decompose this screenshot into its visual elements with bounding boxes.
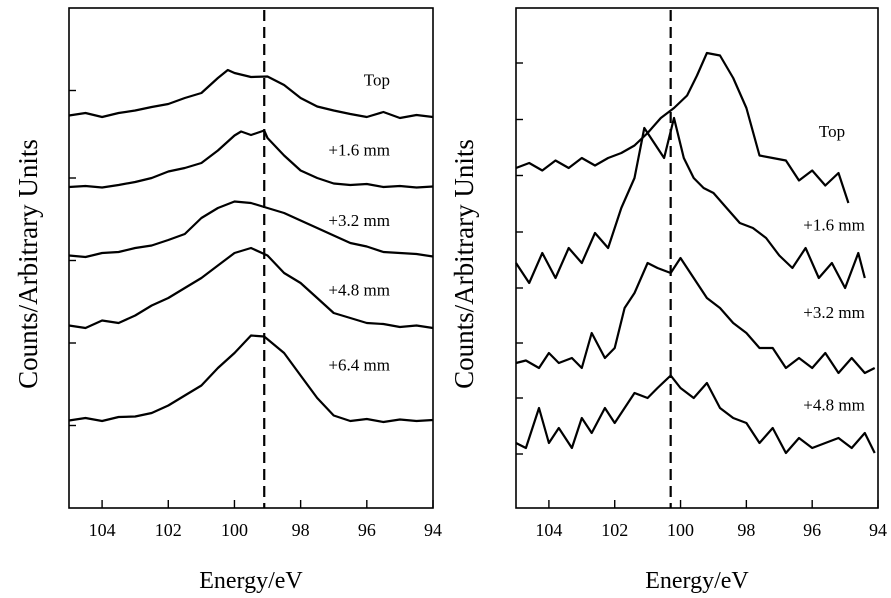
series-line	[515, 51, 850, 204]
plot-frame	[515, 7, 879, 509]
x-tick-label: 96	[358, 520, 376, 540]
series-label: +3.2 mm	[803, 303, 865, 322]
x-tick-label: 94	[869, 520, 887, 540]
x-tick-label: 96	[803, 520, 821, 540]
left-chart-panel: 104 102 100 98 96 94 Counts/Arbitrary Units Ene…	[13, 7, 442, 594]
x-tick-label: 102	[601, 520, 628, 540]
series-label: +4.8 mm	[328, 281, 390, 300]
x-tick-label: 94	[424, 520, 442, 540]
series-label: Top	[364, 71, 390, 90]
x-tick-label: 102	[155, 520, 182, 540]
series-line	[515, 256, 876, 375]
series-line	[68, 246, 434, 330]
y-axis-title: Counts/Arbitrary Units	[449, 139, 479, 389]
series-label: Top	[819, 122, 845, 141]
series-line	[68, 200, 434, 259]
x-tick-label: 98	[737, 520, 755, 540]
x-axis-title: Energy/eV	[199, 568, 303, 594]
series-label: +3.2 mm	[328, 211, 390, 230]
x-tick-label: 98	[292, 520, 310, 540]
series-line	[68, 334, 434, 424]
series-line	[515, 116, 866, 290]
x-tick-label: 104	[89, 520, 116, 540]
series-line	[68, 68, 434, 120]
y-axis-title: Counts/Arbitrary Units	[13, 139, 43, 389]
series-line	[68, 129, 434, 189]
series-label: +4.8 mm	[803, 396, 865, 415]
x-axis-title: Energy/eV	[645, 568, 749, 594]
series-label: +6.4 mm	[328, 356, 390, 375]
plot-frame	[68, 7, 434, 509]
right-chart-panel: 104 102 100 98 96 94 Counts/Arbitrary Units Ene…	[449, 7, 887, 594]
series-label: +1.6 mm	[328, 141, 390, 160]
x-tick-label: 100	[667, 520, 694, 540]
series-label: +1.6 mm	[803, 216, 865, 235]
x-tick-label: 100	[221, 520, 248, 540]
series-line	[515, 374, 876, 455]
x-tick-label: 104	[535, 520, 562, 540]
